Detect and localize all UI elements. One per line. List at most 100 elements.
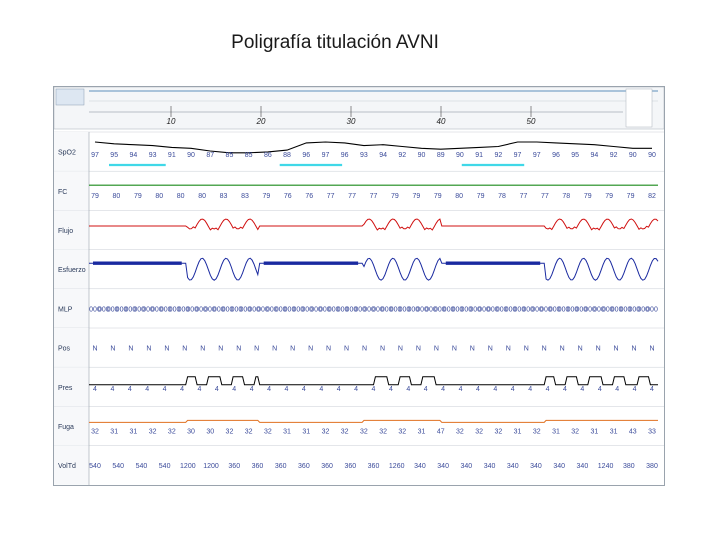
channel-value-mlp: 000 [469, 306, 481, 313]
spo2-value: 96 [552, 152, 560, 159]
channel-value-voltd: 380 [646, 463, 658, 470]
channel-value-mlp: 000 [584, 306, 596, 313]
fc-value: 80 [198, 193, 206, 200]
fc-value: 77 [370, 193, 378, 200]
channel-value-voltd: 340 [460, 463, 472, 470]
channel-label-spo2: SpO2 [58, 150, 76, 157]
channel-value-pos: N [416, 346, 421, 353]
fc-value: 80 [155, 193, 163, 200]
channel-value-pos: N [254, 346, 259, 353]
leak-value: 32 [379, 428, 387, 435]
channel-value-mlp: 000 [558, 306, 570, 313]
leak-value: 31 [552, 428, 560, 435]
channel-value-pos: N [470, 346, 475, 353]
spo2-value: 92 [494, 152, 502, 159]
fc-value: 79 [627, 193, 635, 200]
spo2-value: 92 [610, 152, 618, 159]
channel-label-cell [54, 249, 89, 289]
channel-value-mlp: 000 [646, 306, 658, 313]
channel-value-pos: N [649, 346, 654, 353]
channel-value-mlp: 000 [531, 306, 543, 313]
channel-value-voltd: 1240 [598, 463, 614, 470]
leak-value: 31 [590, 428, 598, 435]
channel-value-pos: N [236, 346, 241, 353]
channel-value-mlp: 000 [628, 306, 640, 313]
spo2-value: 97 [91, 152, 99, 159]
channel-value-mlp: 000 [602, 306, 614, 313]
channel-value-pos: N [164, 346, 169, 353]
channel-label-cell [54, 406, 89, 446]
channel-value-voltd: 360 [252, 463, 264, 470]
fc-value: 76 [305, 193, 313, 200]
spo2-value: 90 [187, 152, 195, 159]
leak-value: 43 [629, 428, 637, 435]
spo2-value: 94 [590, 152, 598, 159]
pressure-value: 4 [180, 386, 184, 393]
pressure-value: 4 [615, 386, 619, 393]
channel-label-fc: FC [58, 189, 67, 196]
effort-trace [89, 257, 659, 281]
channel-value-pos: N [128, 346, 133, 353]
channel-value-mlp: 000 [416, 306, 428, 313]
channel-value-mlp: 000 [399, 306, 411, 313]
channel-value-mlp: 000 [178, 306, 190, 313]
channel-value-mlp: 000 [310, 306, 322, 313]
channel-value-pos: N [344, 346, 349, 353]
channel-value-voltd: 1200 [180, 463, 196, 470]
fc-value: 76 [284, 193, 292, 200]
pressure-value: 4 [337, 386, 341, 393]
pressure-value: 4 [319, 386, 323, 393]
channel-value-mlp: 000 [460, 306, 472, 313]
channel-value-mlp: 000 [195, 306, 207, 313]
pressure-value: 4 [372, 386, 376, 393]
time-tick-label: 10 [167, 117, 176, 126]
channel-value-voltd: 380 [623, 463, 635, 470]
channel-value-mlp: 000 [407, 306, 419, 313]
channel-value-voltd: 360 [275, 463, 287, 470]
channel-value-mlp: 000 [231, 306, 243, 313]
leak-value: 32 [533, 428, 541, 435]
channel-value-mlp: 000 [522, 306, 534, 313]
channel-value-mlp: 000 [142, 306, 154, 313]
pressure-value: 4 [93, 386, 97, 393]
leak-value: 32 [91, 428, 99, 435]
channel-value-pos: N [452, 346, 457, 353]
channel-value-voltd: 340 [414, 463, 426, 470]
channel-value-voltd: 340 [507, 463, 519, 470]
channel-value-voltd: 540 [112, 463, 124, 470]
pressure-value: 4 [250, 386, 254, 393]
channel-value-mlp: 000 [452, 306, 464, 313]
channel-value-mlp: 000 [354, 306, 366, 313]
leak-value: 32 [322, 428, 330, 435]
channel-value-voltd: 360 [228, 463, 240, 470]
fc-value: 79 [584, 193, 592, 200]
spo2-value: 90 [418, 152, 426, 159]
channel-value-mlp: 000 [169, 306, 181, 313]
channel-value-pos: N [398, 346, 403, 353]
leak-value: 32 [149, 428, 157, 435]
channel-value-mlp: 000 [363, 306, 375, 313]
channel-value-pos: N [434, 346, 439, 353]
channel-value-mlp: 000 [637, 306, 649, 313]
leak-value: 32 [341, 428, 349, 435]
leak-value: 32 [571, 428, 579, 435]
fc-value: 79 [605, 193, 613, 200]
channel-value-mlp: 000 [248, 306, 260, 313]
channel-label-pos: Pos [58, 346, 71, 353]
time-tick-label: 30 [347, 117, 356, 126]
channel-value-mlp: 000 [505, 306, 517, 313]
pressure-value: 4 [163, 386, 167, 393]
pressure-value: 4 [389, 386, 393, 393]
flow-trace [89, 218, 659, 231]
slide-title: Poligrafía titulación AVNI [231, 32, 439, 53]
channel-value-voltd: 340 [553, 463, 565, 470]
fc-value: 80 [113, 193, 121, 200]
channel-value-mlp: 000 [346, 306, 358, 313]
channel-value-mlp: 000 [567, 306, 579, 313]
channel-value-mlp: 000 [107, 306, 119, 313]
channel-value-voltd: 540 [136, 463, 148, 470]
pressure-value: 4 [110, 386, 114, 393]
pressure-value: 4 [546, 386, 550, 393]
spo2-value: 97 [322, 152, 330, 159]
channel-value-mlp: 000 [478, 306, 490, 313]
